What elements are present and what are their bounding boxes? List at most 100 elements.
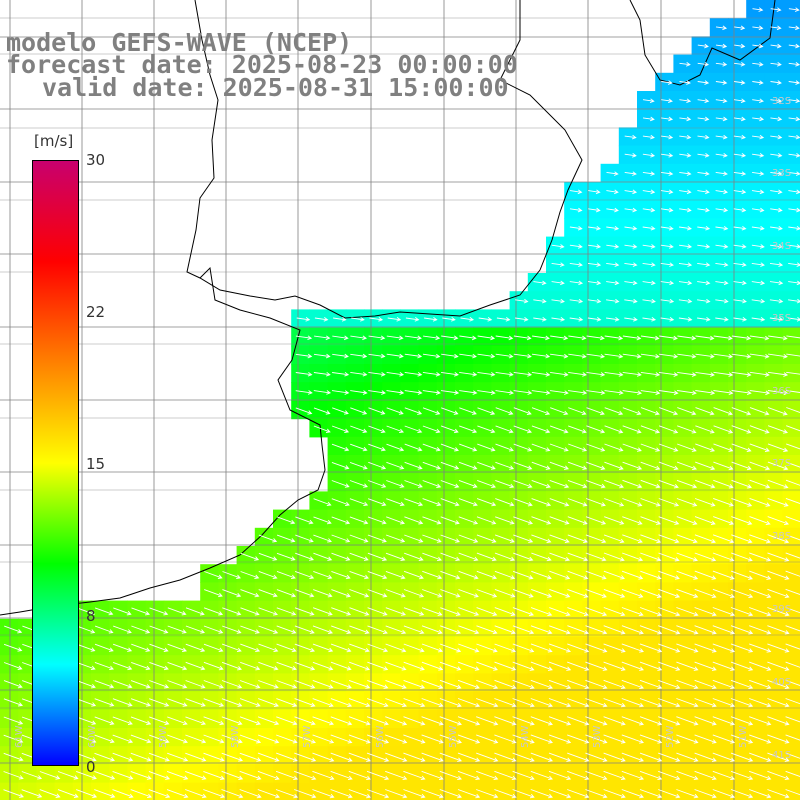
wind-arrow — [276, 734, 298, 744]
wind-arrow — [752, 7, 764, 12]
wind-arrow — [313, 516, 332, 525]
wind-arrow — [440, 425, 459, 434]
wind-arrow — [167, 716, 188, 726]
wind-arrow — [276, 680, 298, 689]
wind-arrow — [730, 752, 754, 762]
wind-arrow — [733, 298, 747, 304]
wind-arrow — [457, 752, 481, 762]
wind-arrow — [604, 407, 624, 416]
wind-arrow — [513, 479, 533, 489]
wind-arrow — [512, 625, 535, 635]
wind-arrow — [330, 661, 352, 671]
wind-arrow — [770, 116, 783, 122]
wind-arrow — [639, 752, 663, 762]
wind-arrow — [733, 225, 747, 231]
wind-arrow — [203, 643, 224, 653]
wind-arrow — [549, 479, 570, 489]
wind-arrow — [785, 716, 800, 723]
wind-arrow — [770, 98, 783, 104]
wind-arrow — [149, 625, 169, 634]
wind-arrow — [403, 661, 425, 671]
wind-arrow — [404, 480, 423, 488]
wind-arrow — [621, 752, 644, 762]
wind-arrow — [76, 607, 96, 616]
wind-arrow — [240, 661, 261, 671]
wind-arrow — [495, 371, 514, 377]
wind-arrow — [531, 516, 552, 525]
wind-arrow — [550, 371, 569, 377]
wind-arrow — [494, 698, 517, 708]
wind-arrow — [731, 534, 753, 544]
wind-arrow — [294, 789, 317, 799]
wind-arrow — [458, 570, 479, 580]
wind-arrow — [21, 771, 43, 780]
wind-arrow — [531, 534, 552, 543]
wind-arrow — [515, 298, 529, 304]
wind-arrow — [642, 189, 656, 195]
wind-arrow — [712, 770, 735, 781]
wind-arrow — [422, 498, 442, 507]
wind-arrow — [786, 425, 800, 432]
wind-arrow — [221, 698, 243, 707]
wind-arrow — [697, 116, 710, 122]
wind-arrow — [386, 480, 405, 488]
wind-arrow — [697, 225, 711, 231]
wind-arrow — [167, 680, 188, 689]
wind-arrow — [459, 443, 478, 452]
wind-arrow — [658, 734, 681, 744]
wind-arrow — [658, 479, 679, 489]
wind-arrow — [294, 752, 317, 762]
wind-arrow — [788, 25, 800, 31]
wind-arrow — [676, 752, 699, 762]
wind-arrow — [422, 371, 441, 377]
wind-arrow — [660, 317, 675, 322]
wind-arrow — [349, 480, 368, 488]
wind-arrow — [295, 390, 313, 395]
wind-arrow — [639, 716, 663, 726]
wind-arrow — [640, 570, 662, 580]
wind-arrow — [403, 770, 426, 781]
wind-arrow — [459, 425, 478, 434]
wind-arrow — [531, 570, 552, 580]
wind-arrow — [276, 589, 297, 598]
wind-arrow — [731, 497, 753, 507]
wind-arrow — [530, 679, 553, 690]
wind-arrow — [21, 789, 43, 798]
wind-arrow — [367, 498, 387, 507]
wind-arrow — [733, 317, 748, 322]
wind-arrow — [423, 335, 441, 341]
wind-arrow — [548, 679, 572, 690]
wind-arrow — [76, 661, 96, 671]
wind-arrow — [421, 734, 444, 744]
wind-arrow — [312, 643, 334, 653]
wind-arrow — [712, 588, 735, 599]
wind-arrow — [639, 789, 663, 799]
wind-arrow — [676, 534, 698, 544]
wind-arrow — [476, 516, 497, 525]
wind-arrow — [770, 153, 783, 158]
wind-arrow — [679, 171, 692, 176]
wind-arrow — [569, 317, 584, 322]
wind-arrow — [476, 589, 498, 598]
wind-arrow — [661, 80, 673, 85]
wind-arrow — [567, 552, 589, 562]
wind-arrow — [367, 643, 389, 653]
wind-arrow — [642, 298, 656, 304]
wind-arrow — [494, 716, 517, 726]
wind-arrow — [715, 280, 729, 286]
wind-arrow — [385, 625, 407, 635]
wind-arrow — [604, 498, 625, 507]
wind-arrow — [712, 716, 735, 726]
wind-arrow — [676, 789, 699, 799]
wind-arrow — [770, 62, 782, 67]
wind-arrow — [422, 407, 441, 415]
wind-arrow — [386, 353, 404, 359]
wind-arrow — [585, 552, 607, 562]
wind-arrow — [495, 335, 514, 341]
wind-arrow — [422, 390, 441, 395]
wind-arrow — [697, 98, 710, 104]
wind-arrow — [494, 588, 516, 598]
wind-arrow — [222, 625, 242, 634]
wind-arrow — [767, 497, 789, 507]
wind-arrow — [549, 570, 571, 580]
